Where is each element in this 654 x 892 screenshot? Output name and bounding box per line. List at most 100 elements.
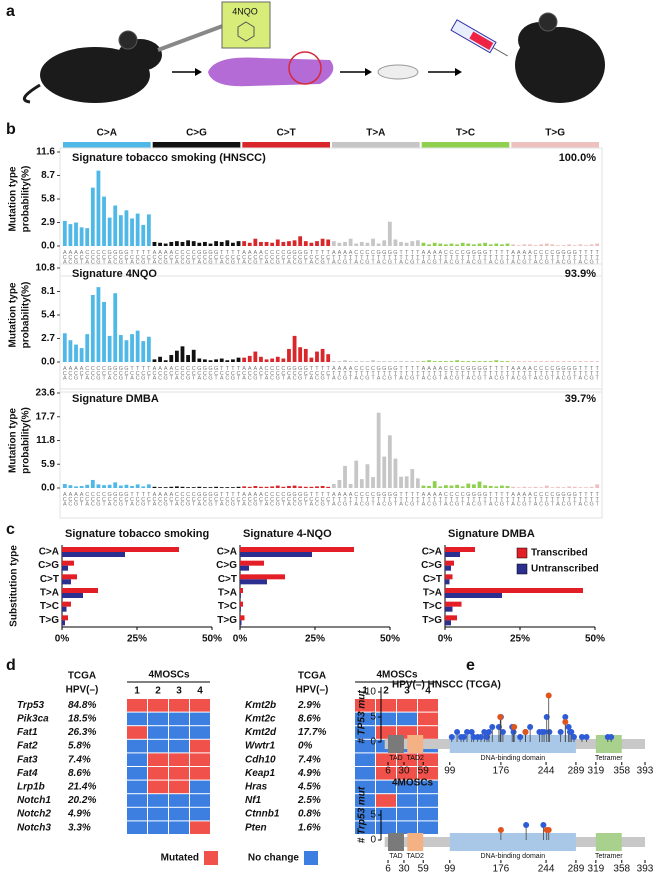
tcga-frequency: 1.6% xyxy=(298,822,321,833)
group-label: 4MOSCs xyxy=(148,670,190,681)
domain-label: Tetramer xyxy=(595,755,623,762)
context-label: TCC xyxy=(314,250,320,264)
bar xyxy=(516,361,521,362)
context-label: ATG xyxy=(521,366,527,380)
bar xyxy=(208,243,213,246)
context-label: CCC xyxy=(269,492,275,506)
context-label: TCA xyxy=(129,366,135,380)
bar xyxy=(236,357,241,362)
bar xyxy=(544,243,549,246)
context-label: TCT xyxy=(146,250,152,264)
col-subheader: HPV(–) xyxy=(296,685,329,696)
context-label: ACC xyxy=(247,492,253,506)
bar xyxy=(253,485,258,488)
bar xyxy=(371,238,375,246)
bar xyxy=(253,351,258,362)
bar xyxy=(326,486,331,488)
bar xyxy=(584,361,588,362)
context-label: TCG xyxy=(320,250,326,264)
group-bar xyxy=(421,142,510,148)
context-label: ATG xyxy=(342,250,348,264)
context-label: GTA xyxy=(376,492,382,506)
context-label: ACA xyxy=(241,250,247,264)
context-label: TCC xyxy=(224,492,230,506)
bar xyxy=(320,348,325,362)
heatmap-cell xyxy=(127,699,147,712)
y-tick-label: T>A xyxy=(40,587,59,598)
bar xyxy=(511,486,516,488)
x-tick-label: 319 xyxy=(588,766,605,777)
legend-label: No change xyxy=(248,853,300,864)
context-label: CCC xyxy=(90,492,96,506)
heatmap-cell xyxy=(190,712,210,726)
bar xyxy=(292,240,297,246)
bar xyxy=(348,483,353,488)
heatmap-cell xyxy=(148,726,168,739)
bar xyxy=(483,242,488,246)
heatmap-cell xyxy=(418,780,438,794)
heatmap-cell xyxy=(397,712,417,726)
subplot-annotation: 39.7% xyxy=(565,393,596,405)
tcga-frequency: 84.8% xyxy=(68,700,96,711)
protein-domain xyxy=(407,735,424,753)
group-label: 4MOSCs xyxy=(376,670,418,681)
context-label: GCA xyxy=(286,366,292,380)
y-tick-label: 8.1 xyxy=(41,286,55,297)
bar xyxy=(74,222,78,246)
context-label: CTA xyxy=(443,250,449,264)
x-tick-label: 30 xyxy=(398,864,410,875)
bar xyxy=(62,483,67,488)
bar xyxy=(421,361,426,362)
bar xyxy=(298,236,303,246)
bar xyxy=(174,486,179,488)
y-tick-label: 0 xyxy=(370,737,376,748)
context-label: CCC xyxy=(179,250,185,264)
bar xyxy=(62,579,71,585)
context-label: ACA xyxy=(62,492,68,506)
context-label: GCC xyxy=(202,250,208,264)
bar xyxy=(303,241,308,246)
bar xyxy=(208,487,213,488)
group-bar xyxy=(152,142,241,148)
context-label: TTA xyxy=(577,492,583,506)
lollipop-head xyxy=(522,729,529,735)
lollipop-head xyxy=(485,729,492,735)
heatmap-cell xyxy=(190,767,210,780)
gene-label: Notch3 xyxy=(17,822,51,833)
context-label: TCT xyxy=(325,366,331,380)
bar xyxy=(197,242,202,246)
bar xyxy=(567,244,572,246)
y-axis-label: Substitution type xyxy=(9,545,20,627)
bar xyxy=(589,486,594,488)
bar xyxy=(186,240,190,246)
bar xyxy=(320,485,325,488)
bar xyxy=(376,412,381,488)
context-label: CTG xyxy=(364,366,370,380)
bar xyxy=(169,355,174,362)
tumor-circle xyxy=(288,51,322,85)
context-label: CTC xyxy=(359,366,365,380)
context-label: ACC xyxy=(67,250,73,264)
y-tick-label: 2.7 xyxy=(41,333,55,344)
bar xyxy=(240,547,354,552)
context-label: ACG xyxy=(252,492,258,506)
bar xyxy=(90,294,95,362)
bar xyxy=(124,210,129,246)
bar xyxy=(74,344,78,362)
context-label: ATC xyxy=(336,492,342,506)
lollipop-head xyxy=(545,827,552,833)
bar xyxy=(113,482,118,488)
bar xyxy=(354,361,359,362)
column-label: 3 xyxy=(404,686,410,697)
bar xyxy=(236,241,241,246)
heatmap-cell xyxy=(376,753,396,766)
bar xyxy=(270,486,275,488)
bar xyxy=(539,487,544,488)
context-label: CTT xyxy=(370,250,376,264)
bar xyxy=(180,486,185,488)
gene-label: Cdh10 xyxy=(245,754,276,765)
legend-swatch xyxy=(516,547,528,559)
context-label: ATT xyxy=(437,250,443,264)
context-label: GCT xyxy=(303,492,309,506)
heatmap-cell xyxy=(169,807,189,821)
